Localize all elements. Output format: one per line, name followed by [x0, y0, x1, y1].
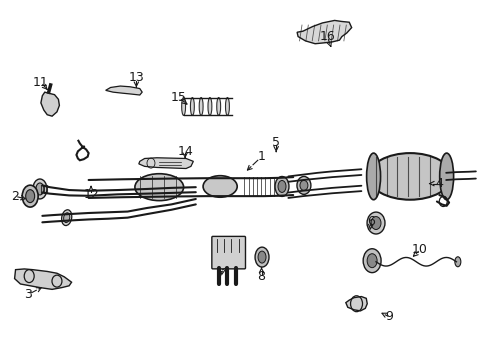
Ellipse shape: [203, 176, 237, 197]
Ellipse shape: [366, 212, 384, 234]
Text: 12: 12: [83, 188, 99, 201]
Ellipse shape: [296, 176, 310, 194]
Text: 6: 6: [366, 215, 374, 228]
Polygon shape: [41, 92, 59, 116]
Ellipse shape: [22, 185, 38, 207]
Ellipse shape: [368, 153, 450, 200]
FancyBboxPatch shape: [211, 237, 245, 269]
Ellipse shape: [61, 210, 72, 226]
Polygon shape: [139, 158, 193, 168]
Text: 4: 4: [434, 177, 443, 190]
Ellipse shape: [63, 213, 70, 222]
Text: 10: 10: [411, 243, 427, 256]
Polygon shape: [15, 269, 71, 289]
Text: 15: 15: [170, 91, 186, 104]
Text: 3: 3: [24, 288, 32, 301]
Text: 11: 11: [33, 76, 49, 89]
Polygon shape: [105, 86, 142, 95]
Ellipse shape: [207, 98, 211, 116]
Ellipse shape: [225, 98, 229, 116]
Polygon shape: [345, 297, 366, 311]
Ellipse shape: [454, 257, 460, 267]
Ellipse shape: [216, 98, 220, 116]
Ellipse shape: [26, 190, 35, 203]
Text: 7: 7: [216, 270, 224, 283]
Ellipse shape: [363, 249, 380, 273]
Ellipse shape: [199, 98, 203, 116]
Text: 9: 9: [385, 310, 393, 324]
Text: 8: 8: [257, 270, 265, 283]
Ellipse shape: [274, 176, 288, 197]
Polygon shape: [297, 21, 351, 44]
Ellipse shape: [366, 254, 376, 268]
Ellipse shape: [255, 247, 268, 267]
Ellipse shape: [370, 217, 380, 230]
Ellipse shape: [181, 98, 185, 116]
Text: 5: 5: [272, 136, 280, 149]
Ellipse shape: [278, 180, 285, 193]
Ellipse shape: [135, 174, 183, 201]
Ellipse shape: [299, 180, 307, 190]
Text: 13: 13: [128, 71, 144, 84]
Text: 16: 16: [319, 30, 334, 43]
Ellipse shape: [33, 179, 47, 199]
Ellipse shape: [258, 251, 265, 263]
Text: 2: 2: [11, 190, 19, 203]
Text: 1: 1: [257, 150, 265, 163]
Ellipse shape: [36, 183, 44, 195]
Text: 14: 14: [177, 145, 193, 158]
Ellipse shape: [439, 153, 453, 200]
Ellipse shape: [366, 153, 380, 200]
Ellipse shape: [190, 98, 194, 116]
